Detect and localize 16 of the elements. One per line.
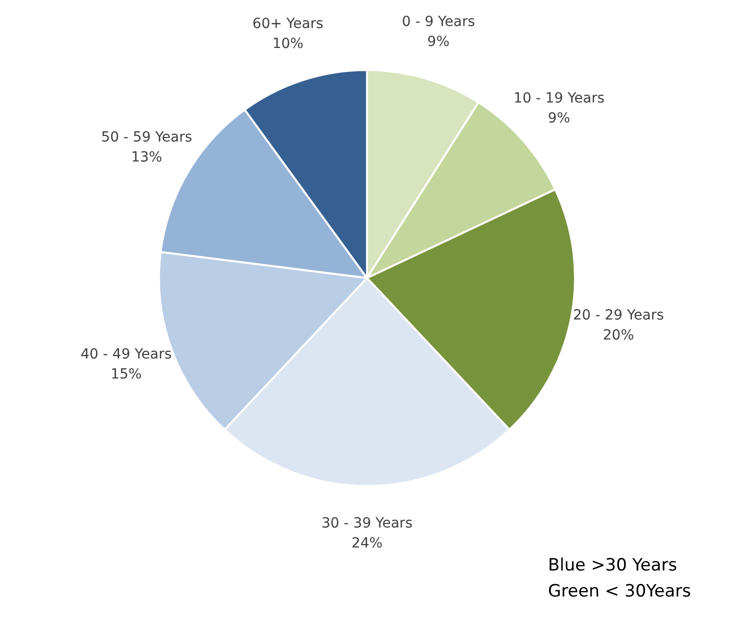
slice-label: 20 - 29 Years (572, 308, 664, 324)
data-label: 24% (351, 536, 383, 552)
text: Blue >30 Years (548, 555, 678, 576)
data-label: 10% (272, 36, 304, 52)
data-label: 9% (548, 110, 570, 126)
slice-label: 50 - 59 Years (101, 129, 192, 146)
data-label: 20% (602, 328, 634, 344)
slice-label: 40 - 49 Years (80, 346, 172, 362)
data-label: 9% (427, 34, 450, 50)
slice-label: 0 - 9 Years (402, 14, 475, 30)
slice-label: 60+ Years (252, 16, 324, 32)
data-label: 13% (131, 149, 162, 166)
slice-label: 10 - 19 Years (514, 90, 605, 106)
text: Green < 30Years (548, 581, 692, 602)
slice-label: 30 - 39 Years (322, 516, 412, 532)
data-label: 15% (110, 366, 142, 382)
